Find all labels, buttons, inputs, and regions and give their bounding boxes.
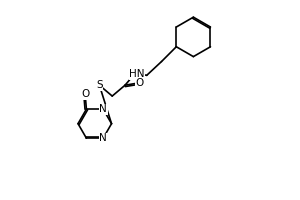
- Text: O: O: [81, 89, 89, 99]
- Text: N: N: [99, 133, 107, 143]
- Text: N: N: [99, 104, 107, 114]
- Text: O: O: [135, 78, 144, 88]
- Text: HN: HN: [129, 69, 145, 79]
- Text: S: S: [96, 80, 103, 90]
